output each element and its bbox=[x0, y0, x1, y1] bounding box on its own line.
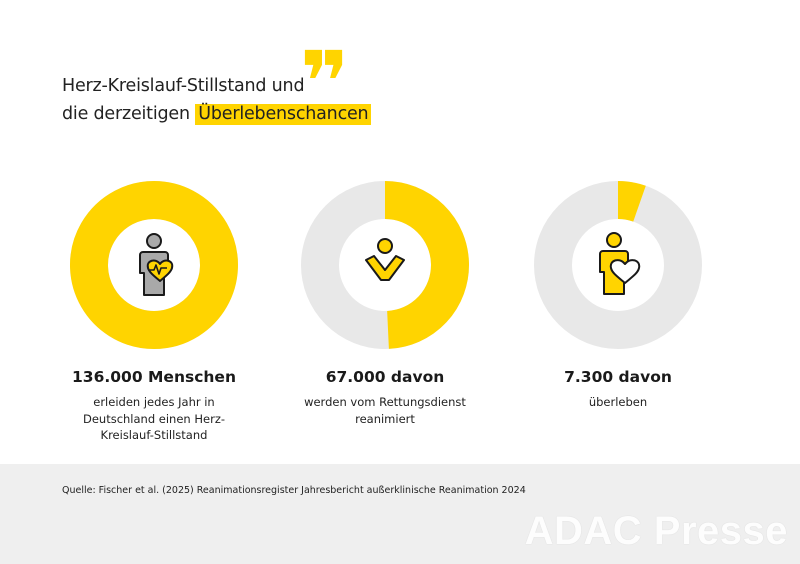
page-title: Herz-Kreislauf-Stillstand und die derzei… bbox=[62, 72, 372, 128]
stat-description: erleiden jedes Jahr in Deutschland einen… bbox=[82, 395, 226, 442]
stat-description: werden vom Rettungsdienst reanimiert bbox=[304, 395, 466, 426]
stat-card-2: 67.000 davon werden vom Rettungsdienst r… bbox=[260, 180, 510, 427]
stat-description: überleben bbox=[588, 395, 648, 409]
stat-value: 67.000 davon bbox=[325, 368, 445, 386]
donut-chart-1 bbox=[70, 181, 238, 349]
donut-arc-67000 bbox=[384, 181, 469, 349]
person-heart-icon bbox=[599, 232, 641, 295]
title-line-2: die derzeitigen Überlebenschancen bbox=[62, 100, 372, 128]
source-note: Quelle: Fischer et al. (2025) Reanimatio… bbox=[62, 485, 526, 496]
donut-arc-136000 bbox=[70, 181, 238, 349]
donut-chart-2 bbox=[301, 181, 469, 349]
stat-value: 7.300 davon bbox=[564, 368, 672, 386]
title-line-2-prefix: die derzeitigen bbox=[62, 104, 196, 124]
watermark-logo: ADAC Presse bbox=[524, 509, 788, 553]
donut-arc-7300 bbox=[617, 180, 646, 222]
donut-chart-3 bbox=[534, 180, 702, 349]
person-with-heart-icon bbox=[139, 233, 174, 296]
stat-value: 136.000 Menschen bbox=[72, 368, 236, 386]
footer: Quelle: Fischer et al. (2025) Reanimatio… bbox=[0, 464, 800, 564]
title-line-1: Herz-Kreislauf-Stillstand und bbox=[62, 76, 305, 96]
stat-card-1: 136.000 Menschen erleiden jedes Jahr in … bbox=[29, 180, 279, 444]
stat-card-3: 7.300 davon überleben bbox=[493, 180, 743, 411]
title-highlight: Überlebenschancen bbox=[195, 104, 372, 125]
resuscitation-person-icon bbox=[365, 238, 405, 281]
quotation-mark-icon: ❞ bbox=[300, 33, 349, 131]
